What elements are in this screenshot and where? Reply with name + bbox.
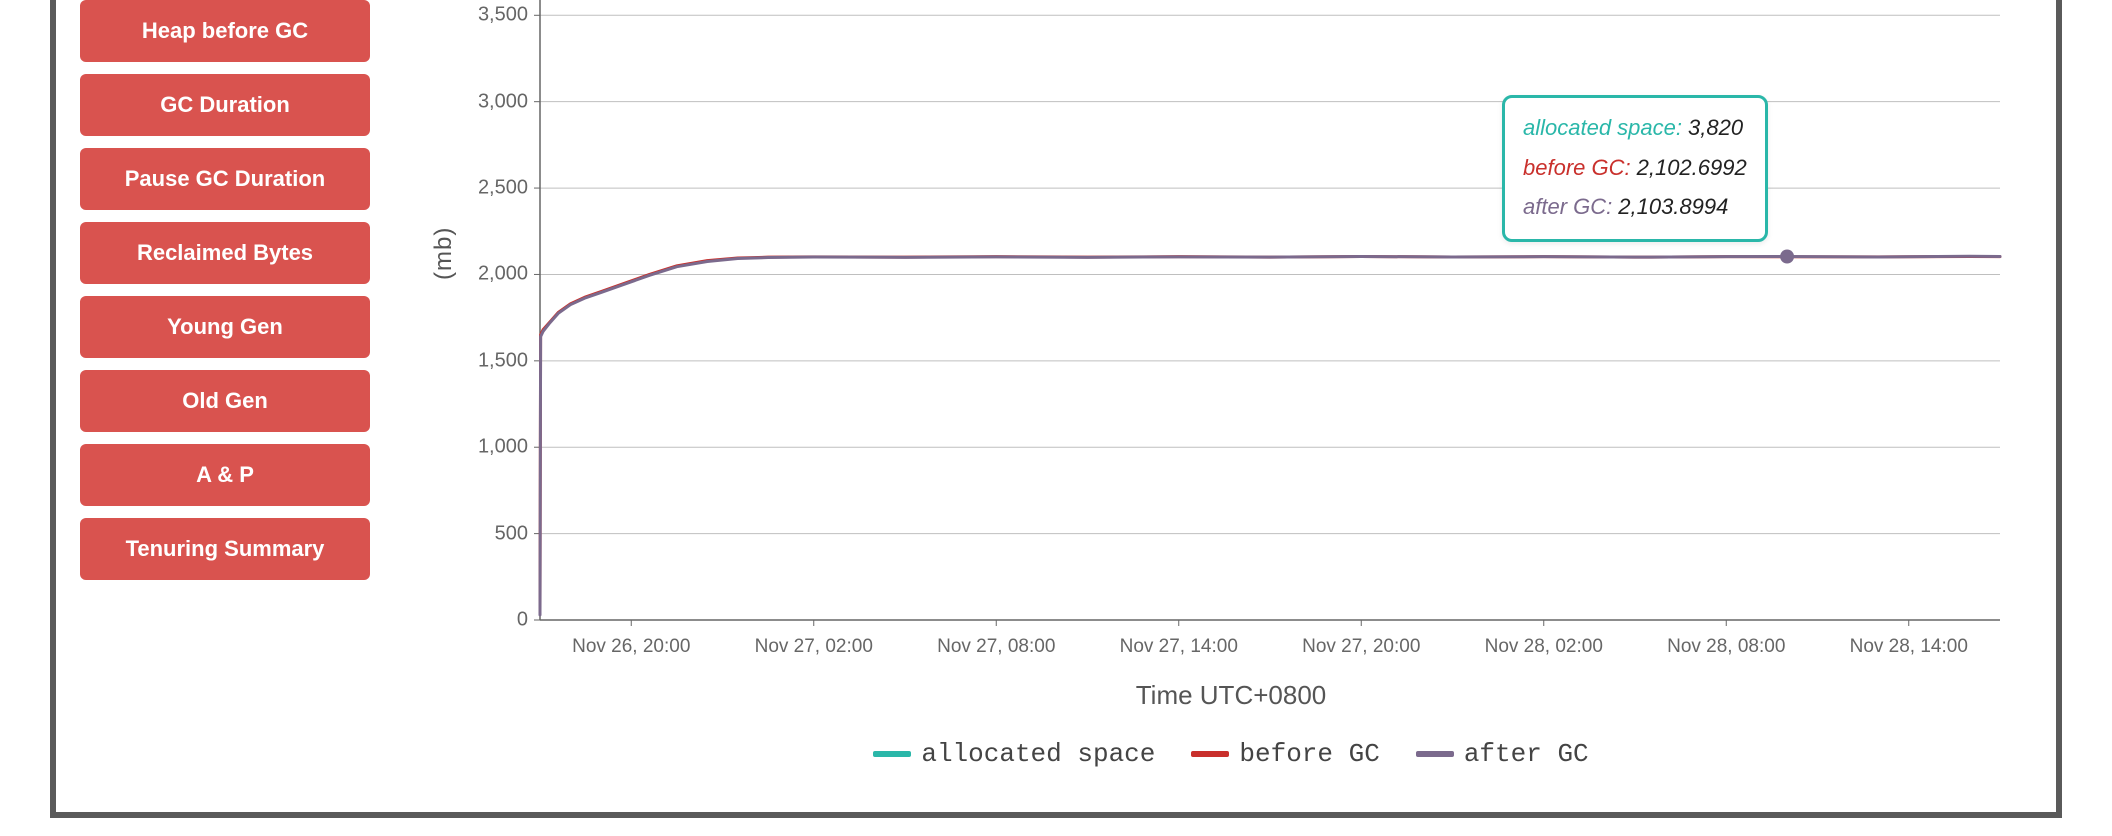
y-tick-label: 3,000 <box>458 90 528 113</box>
tooltip-key: allocated space: <box>1523 115 1682 140</box>
tooltip-value: 2,102.6992 <box>1637 155 1747 180</box>
sidebar-item-3[interactable]: Reclaimed Bytes <box>80 222 370 284</box>
legend-swatch <box>873 751 911 757</box>
x-tick-label: Nov 27, 14:00 <box>1120 636 1238 658</box>
sidebar-item-4[interactable]: Young Gen <box>80 296 370 358</box>
y-tick-label: 1,000 <box>458 436 528 459</box>
x-tick-label: Nov 27, 20:00 <box>1302 636 1420 658</box>
chart-panel: (mb) 05001,0001,5002,0002,5003,0003,500 … <box>380 0 2062 796</box>
x-tick-label: Nov 26, 20:00 <box>572 636 690 658</box>
y-tick-label: 2,000 <box>458 263 528 286</box>
y-tick-label: 500 <box>458 522 528 545</box>
legend-label: before GC <box>1239 739 1379 769</box>
x-tick-label: Nov 28, 02:00 <box>1485 636 1603 658</box>
y-tick-label: 0 <box>458 609 528 632</box>
x-tick-label: Nov 28, 14:00 <box>1850 636 1968 658</box>
sidebar-item-7[interactable]: Tenuring Summary <box>80 518 370 580</box>
tooltip-row: allocated space:3,820 <box>1523 108 1747 148</box>
sidebar-item-6[interactable]: A & P <box>80 444 370 506</box>
tooltip-key: before GC: <box>1523 155 1631 180</box>
chart-area: (mb) 05001,0001,5002,0002,5003,0003,500 … <box>440 0 2022 700</box>
y-tick-label: 1,500 <box>458 349 528 372</box>
tooltip-row: after GC:2,103.8994 <box>1523 187 1747 227</box>
sidebar-item-0[interactable]: Heap before GC <box>80 0 370 62</box>
x-axis-label: Time UTC+0800 <box>440 680 2022 711</box>
tooltip-key: after GC: <box>1523 194 1612 219</box>
legend-swatch <box>1416 751 1454 757</box>
x-tick-label: Nov 28, 08:00 <box>1667 636 1785 658</box>
legend-item[interactable]: allocated space <box>873 739 1155 769</box>
tooltip-value: 2,103.8994 <box>1618 194 1728 219</box>
legend-item[interactable]: after GC <box>1416 739 1589 769</box>
x-tick-label: Nov 27, 02:00 <box>755 636 873 658</box>
legend-label: allocated space <box>921 739 1155 769</box>
sidebar: Heap before GC GC Duration Pause GC Durati… <box>50 0 380 796</box>
chart-svg[interactable] <box>440 0 2040 660</box>
chart-tooltip: allocated space:3,820before GC:2,102.699… <box>1502 95 1768 242</box>
legend-label: after GC <box>1464 739 1589 769</box>
chart-legend: allocated space before GC after GC <box>440 735 2022 769</box>
sidebar-item-1[interactable]: GC Duration <box>80 74 370 136</box>
legend-item[interactable]: before GC <box>1191 739 1379 769</box>
app-frame: Heap before GC GC Duration Pause GC Durati… <box>0 0 2112 836</box>
sidebar-item-2[interactable]: Pause GC Duration <box>80 148 370 210</box>
content-row: Heap before GC GC Duration Pause GC Durati… <box>50 0 2062 796</box>
y-tick-label: 3,500 <box>458 4 528 27</box>
tooltip-value: 3,820 <box>1688 115 1743 140</box>
x-tick-label: Nov 27, 08:00 <box>937 636 1055 658</box>
legend-swatch <box>1191 751 1229 757</box>
sidebar-item-5[interactable]: Old Gen <box>80 370 370 432</box>
tooltip-row: before GC:2,102.6992 <box>1523 148 1747 188</box>
y-tick-label: 2,500 <box>458 177 528 200</box>
